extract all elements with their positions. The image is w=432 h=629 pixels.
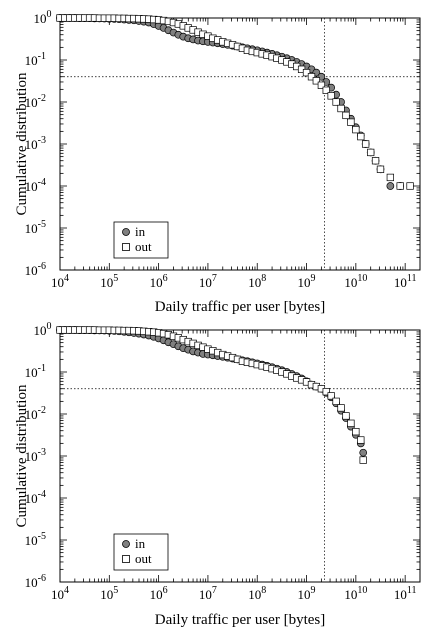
data-point-out: [327, 392, 335, 400]
y-tick-label: 10-5: [25, 531, 46, 548]
y-tick-label: 10-1: [25, 363, 46, 380]
x-tick-label: 105: [100, 585, 118, 602]
data-point-out: [332, 397, 340, 406]
y-tick-label: 10-5: [25, 219, 46, 236]
data-point-out: [396, 182, 404, 190]
data-point-out: [352, 427, 360, 436]
legend: in out: [113, 533, 169, 571]
legend: in out: [113, 221, 169, 259]
data-point-out: [337, 404, 345, 412]
y-tick-labels: 10-6 10-5 10-4 10-3 10-2 10-1 100: [25, 321, 52, 590]
data-point-out: [376, 165, 385, 173]
series-out-markers: [56, 14, 414, 190]
y-tick-label: 10-3: [25, 447, 46, 464]
data-point-out: [327, 92, 335, 100]
x-tick-label: 107: [199, 273, 217, 290]
tick-marks: [59, 329, 421, 583]
data-point-out: [357, 436, 365, 444]
legend-label-in: in: [135, 224, 146, 239]
x-axis-label: Daily traffic per user [bytes]: [155, 612, 326, 628]
y-tick-label: 10-1: [25, 51, 46, 68]
legend-marker-in: [122, 540, 130, 548]
x-tick-label: 106: [150, 585, 168, 602]
data-point-out: [302, 68, 311, 77]
y-tick-label: 10-6: [25, 573, 46, 590]
legend-marker-out: [122, 555, 130, 563]
data-point-out: [342, 111, 350, 120]
x-tick-label: 105: [100, 273, 118, 290]
y-axis-label: Cumulative distribution: [14, 72, 30, 215]
data-point-in: [359, 448, 368, 457]
x-tick-labels: 104 105 106 107 108 109 1010 1011: [51, 585, 416, 602]
legend-label-in: in: [135, 536, 146, 551]
y-tick-label: 10-4: [25, 489, 46, 506]
legend-box: [113, 533, 169, 571]
data-point-out: [342, 412, 350, 420]
x-tick-label: 1010: [344, 273, 367, 290]
data-point-out: [371, 157, 380, 165]
data-point-out: [357, 132, 365, 141]
y-tick-label: 100: [34, 9, 52, 26]
data-point-out: [347, 419, 355, 427]
chart-panel-bottom: 104 105 106 107 108 109 1010 1011 10-610-510-41…: [14, 321, 421, 628]
legend-label-out: out: [135, 239, 152, 254]
x-tick-label: 108: [248, 273, 266, 290]
series-out-markers: [56, 326, 367, 464]
legend-marker-in: [122, 228, 130, 236]
chart-panel-top: 104 105 106 107 108 109 1010 1011 10-610-510-41…: [14, 9, 421, 315]
x-axis-label: Daily traffic per user [bytes]: [155, 299, 326, 315]
y-tick-labels: 10-6 10-5 10-4 10-3 10-2 10-1 100: [25, 9, 52, 278]
x-tick-label: 1010: [344, 585, 367, 602]
data-point-out: [347, 118, 355, 126]
data-point-out: [322, 86, 330, 94]
x-tick-label: 1011: [394, 585, 417, 602]
data-point-out: [352, 125, 360, 134]
legend-label-out: out: [135, 551, 152, 566]
data-point-out: [367, 148, 375, 157]
y-tick-label: 10-3: [25, 135, 46, 152]
y-axis-label: Cumulative distribution: [14, 384, 30, 527]
x-tick-label: 104: [51, 585, 69, 602]
data-point-out: [386, 173, 395, 182]
data-point-out: [406, 182, 414, 190]
data-point-out: [332, 98, 340, 106]
x-tick-label: 104: [51, 273, 69, 290]
data-point-out: [361, 140, 370, 148]
legend-box: [113, 221, 169, 259]
data-point-out: [312, 77, 320, 85]
y-tick-label: 10-6: [25, 261, 46, 278]
y-tick-label: 10-2: [25, 93, 46, 110]
x-tick-labels: 104 105 106 107 108 109 1010 1011: [51, 273, 416, 290]
x-tick-label: 109: [298, 585, 316, 602]
x-tick-label: 106: [150, 273, 168, 290]
data-point-out: [307, 73, 316, 81]
y-tick-label: 100: [34, 321, 52, 338]
x-tick-label: 107: [199, 585, 217, 602]
legend-marker-out: [122, 243, 130, 251]
y-tick-label: 10-2: [25, 405, 46, 422]
data-point-in: [386, 182, 395, 190]
data-point-out: [322, 388, 330, 396]
x-tick-label: 108: [248, 585, 266, 602]
x-tick-label: 109: [298, 273, 316, 290]
y-tick-label: 10-4: [25, 177, 46, 194]
data-point-out: [317, 81, 326, 89]
x-tick-label: 1011: [394, 273, 417, 290]
data-point-out: [359, 456, 367, 464]
data-point-out: [337, 104, 345, 113]
